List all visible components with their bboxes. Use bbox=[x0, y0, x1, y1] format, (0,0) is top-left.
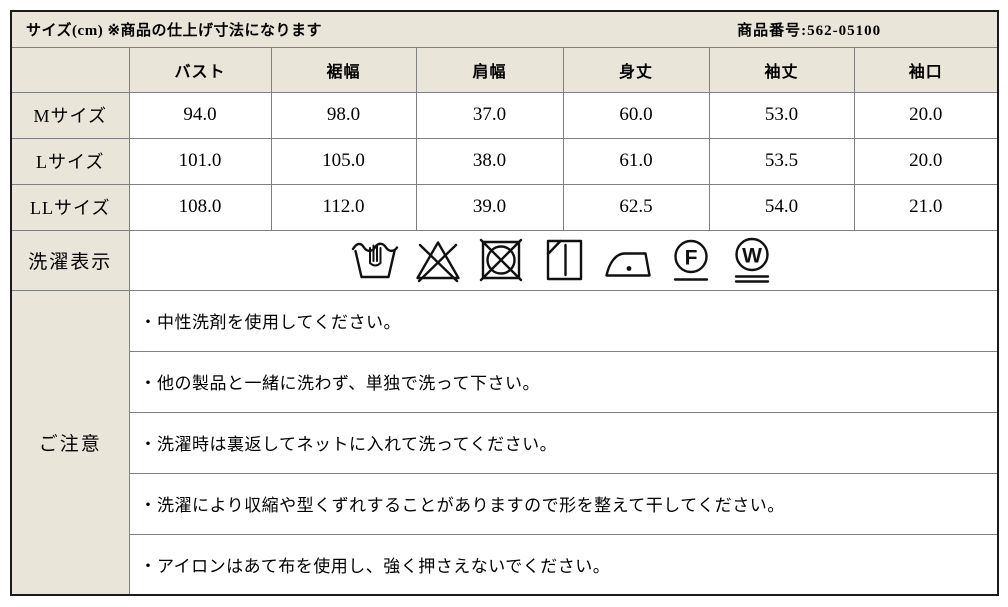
care-icons-group: F W bbox=[130, 236, 997, 284]
cell-value: 54.0 bbox=[708, 183, 855, 231]
cell-value: 53.5 bbox=[708, 137, 855, 185]
column-header-length: 身丈 bbox=[562, 46, 710, 93]
svg-text:F: F bbox=[685, 247, 698, 270]
note-item: ・アイロンはあて布を使用し、強く押さえないでください。 bbox=[128, 533, 999, 596]
note-row: ・洗濯により収縮や型くずれすることがありますので形を整えて干してください。 bbox=[11, 472, 999, 535]
cell-value: 53.0 bbox=[708, 91, 855, 139]
hand-wash-icon bbox=[352, 242, 399, 279]
note-row: ・洗濯時は裏返してネットに入れて洗ってください。 bbox=[11, 411, 999, 474]
wet-clean-gentle-icon: W bbox=[735, 237, 770, 283]
cell-value: 60.0 bbox=[562, 91, 710, 139]
cell-value: 105.0 bbox=[270, 137, 417, 185]
cell-value: 38.0 bbox=[415, 137, 564, 185]
cell-value: 20.0 bbox=[853, 91, 999, 139]
cell-value: 20.0 bbox=[853, 137, 999, 185]
line-dry-in-shade-icon bbox=[547, 239, 583, 281]
product-number: 商品番号:562-05100 bbox=[737, 22, 882, 39]
size-chart-title: サイズ(cm) ※商品の仕上げ寸法になります bbox=[26, 22, 323, 39]
note-item: ・他の製品と一緒に洗わず、単独で洗って下さい。 bbox=[128, 350, 999, 413]
cell-value: 39.0 bbox=[415, 183, 564, 231]
row-label-m-size: Mサイズ bbox=[10, 91, 130, 139]
cell-value: 94.0 bbox=[128, 91, 272, 139]
title-bar: サイズ(cm) ※商品の仕上げ寸法になります 商品番号:562-05100 bbox=[12, 19, 997, 40]
column-header-hem: 裾幅 bbox=[270, 46, 417, 93]
note-item: ・洗濯時は裏返してネットに入れて洗ってください。 bbox=[128, 411, 999, 474]
svg-text:W: W bbox=[742, 245, 762, 268]
cell-value: 61.0 bbox=[562, 137, 710, 185]
title-bar-row: サイズ(cm) ※商品の仕上げ寸法になります 商品番号:562-05100 bbox=[10, 10, 999, 48]
column-header-sleeve: 袖丈 bbox=[708, 46, 855, 93]
cell-value: 112.0 bbox=[270, 183, 417, 231]
column-header-shoulder: 肩幅 bbox=[415, 46, 564, 93]
row-label-notes: ご注意 bbox=[10, 289, 130, 596]
cell-value: 21.0 bbox=[853, 183, 999, 231]
note-item: ・中性洗剤を使用してください。 bbox=[128, 289, 999, 352]
note-row: ・アイロンはあて布を使用し、強く押さえないでください。 bbox=[11, 533, 999, 596]
column-header-bust: バスト bbox=[128, 46, 272, 93]
table-row-size-l: Lサイズ 101.0 105.0 38.0 61.0 53.5 20.0 bbox=[10, 137, 999, 185]
column-header-cuff: 袖口 bbox=[853, 46, 999, 93]
size-spec-sheet: サイズ(cm) ※商品の仕上げ寸法になります 商品番号:562-05100 バス… bbox=[10, 10, 1000, 596]
cell-value: 108.0 bbox=[128, 183, 272, 231]
row-label-care: 洗濯表示 bbox=[10, 229, 130, 291]
table-row-size-ll: LLサイズ 108.0 112.0 39.0 62.5 54.0 21.0 bbox=[10, 183, 999, 231]
iron-low-heat-icon bbox=[605, 252, 651, 277]
cell-value: 98.0 bbox=[270, 91, 417, 139]
note-row: ・他の製品と一緒に洗わず、単独で洗って下さい。 bbox=[11, 350, 999, 413]
note-row: ご注意 ・中性洗剤を使用してください。 bbox=[10, 289, 999, 596]
cell-value: 37.0 bbox=[415, 91, 564, 139]
corner-cell bbox=[10, 46, 130, 93]
do-not-bleach-icon bbox=[416, 241, 460, 283]
row-label-ll-size: LLサイズ bbox=[10, 183, 130, 231]
cell-value: 62.5 bbox=[562, 183, 710, 231]
column-header-row: バスト 裾幅 肩幅 身丈 袖丈 袖口 bbox=[10, 46, 999, 93]
note-item: ・洗濯により収縮や型くずれすることがありますので形を整えて干してください。 bbox=[128, 472, 999, 535]
dry-clean-petroleum-icon: F bbox=[674, 239, 709, 281]
do-not-tumble-dry-icon bbox=[480, 238, 523, 282]
table-row-size-m: Mサイズ 94.0 98.0 37.0 60.0 53.0 20.0 bbox=[10, 91, 999, 139]
care-symbols-row: 洗濯表示 bbox=[10, 229, 999, 291]
size-spec-table: サイズ(cm) ※商品の仕上げ寸法になります 商品番号:562-05100 バス… bbox=[10, 10, 1000, 596]
row-label-l-size: Lサイズ bbox=[10, 137, 130, 185]
cell-value: 101.0 bbox=[128, 137, 272, 185]
